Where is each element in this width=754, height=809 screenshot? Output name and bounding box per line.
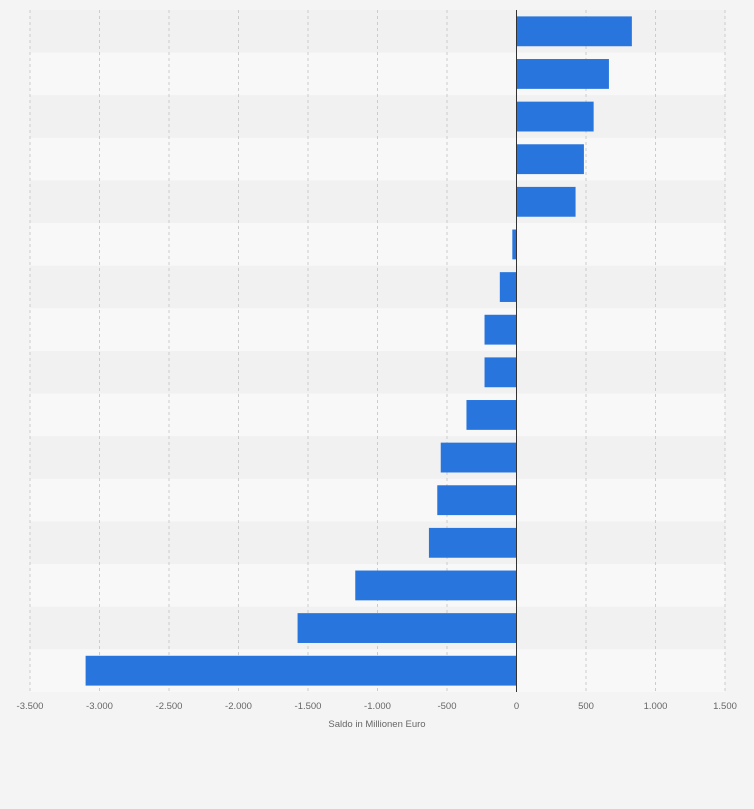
- x-tick-label: 0: [514, 701, 519, 712]
- bars: [85, 16, 632, 686]
- x-tick-label: 1.500: [713, 701, 737, 712]
- bar: [516, 186, 576, 217]
- bar: [428, 527, 517, 558]
- bar: [484, 314, 517, 345]
- x-tick-label: -2.500: [156, 701, 183, 712]
- bar: [516, 16, 632, 47]
- bar: [516, 144, 584, 175]
- bar: [297, 613, 517, 643]
- bar: [440, 442, 517, 473]
- bar: [466, 400, 517, 430]
- x-tick-label: -2.000: [225, 701, 252, 712]
- bar: [355, 570, 517, 601]
- x-tick-label: -500: [437, 701, 456, 712]
- bar: [437, 485, 517, 516]
- x-tick-label: -1.000: [364, 701, 391, 712]
- bar: [484, 357, 517, 388]
- bar: [512, 229, 517, 260]
- x-tick-label: 1.000: [644, 701, 668, 712]
- x-tick-label: -3.000: [86, 701, 113, 712]
- bar: [499, 272, 517, 302]
- bar: [516, 59, 609, 89]
- bar: [516, 101, 594, 132]
- x-tick-label: -3.500: [17, 701, 44, 712]
- x-axis-ticks: -3.500 -3.000 -2.500 -2.000 -1.500 -1.000 -500…: [17, 701, 737, 712]
- x-axis-title: Saldo in Millionen Euro: [328, 719, 425, 730]
- x-tick-label: 500: [578, 701, 594, 712]
- x-tick-label: -1.500: [295, 701, 322, 712]
- bar: [85, 655, 517, 686]
